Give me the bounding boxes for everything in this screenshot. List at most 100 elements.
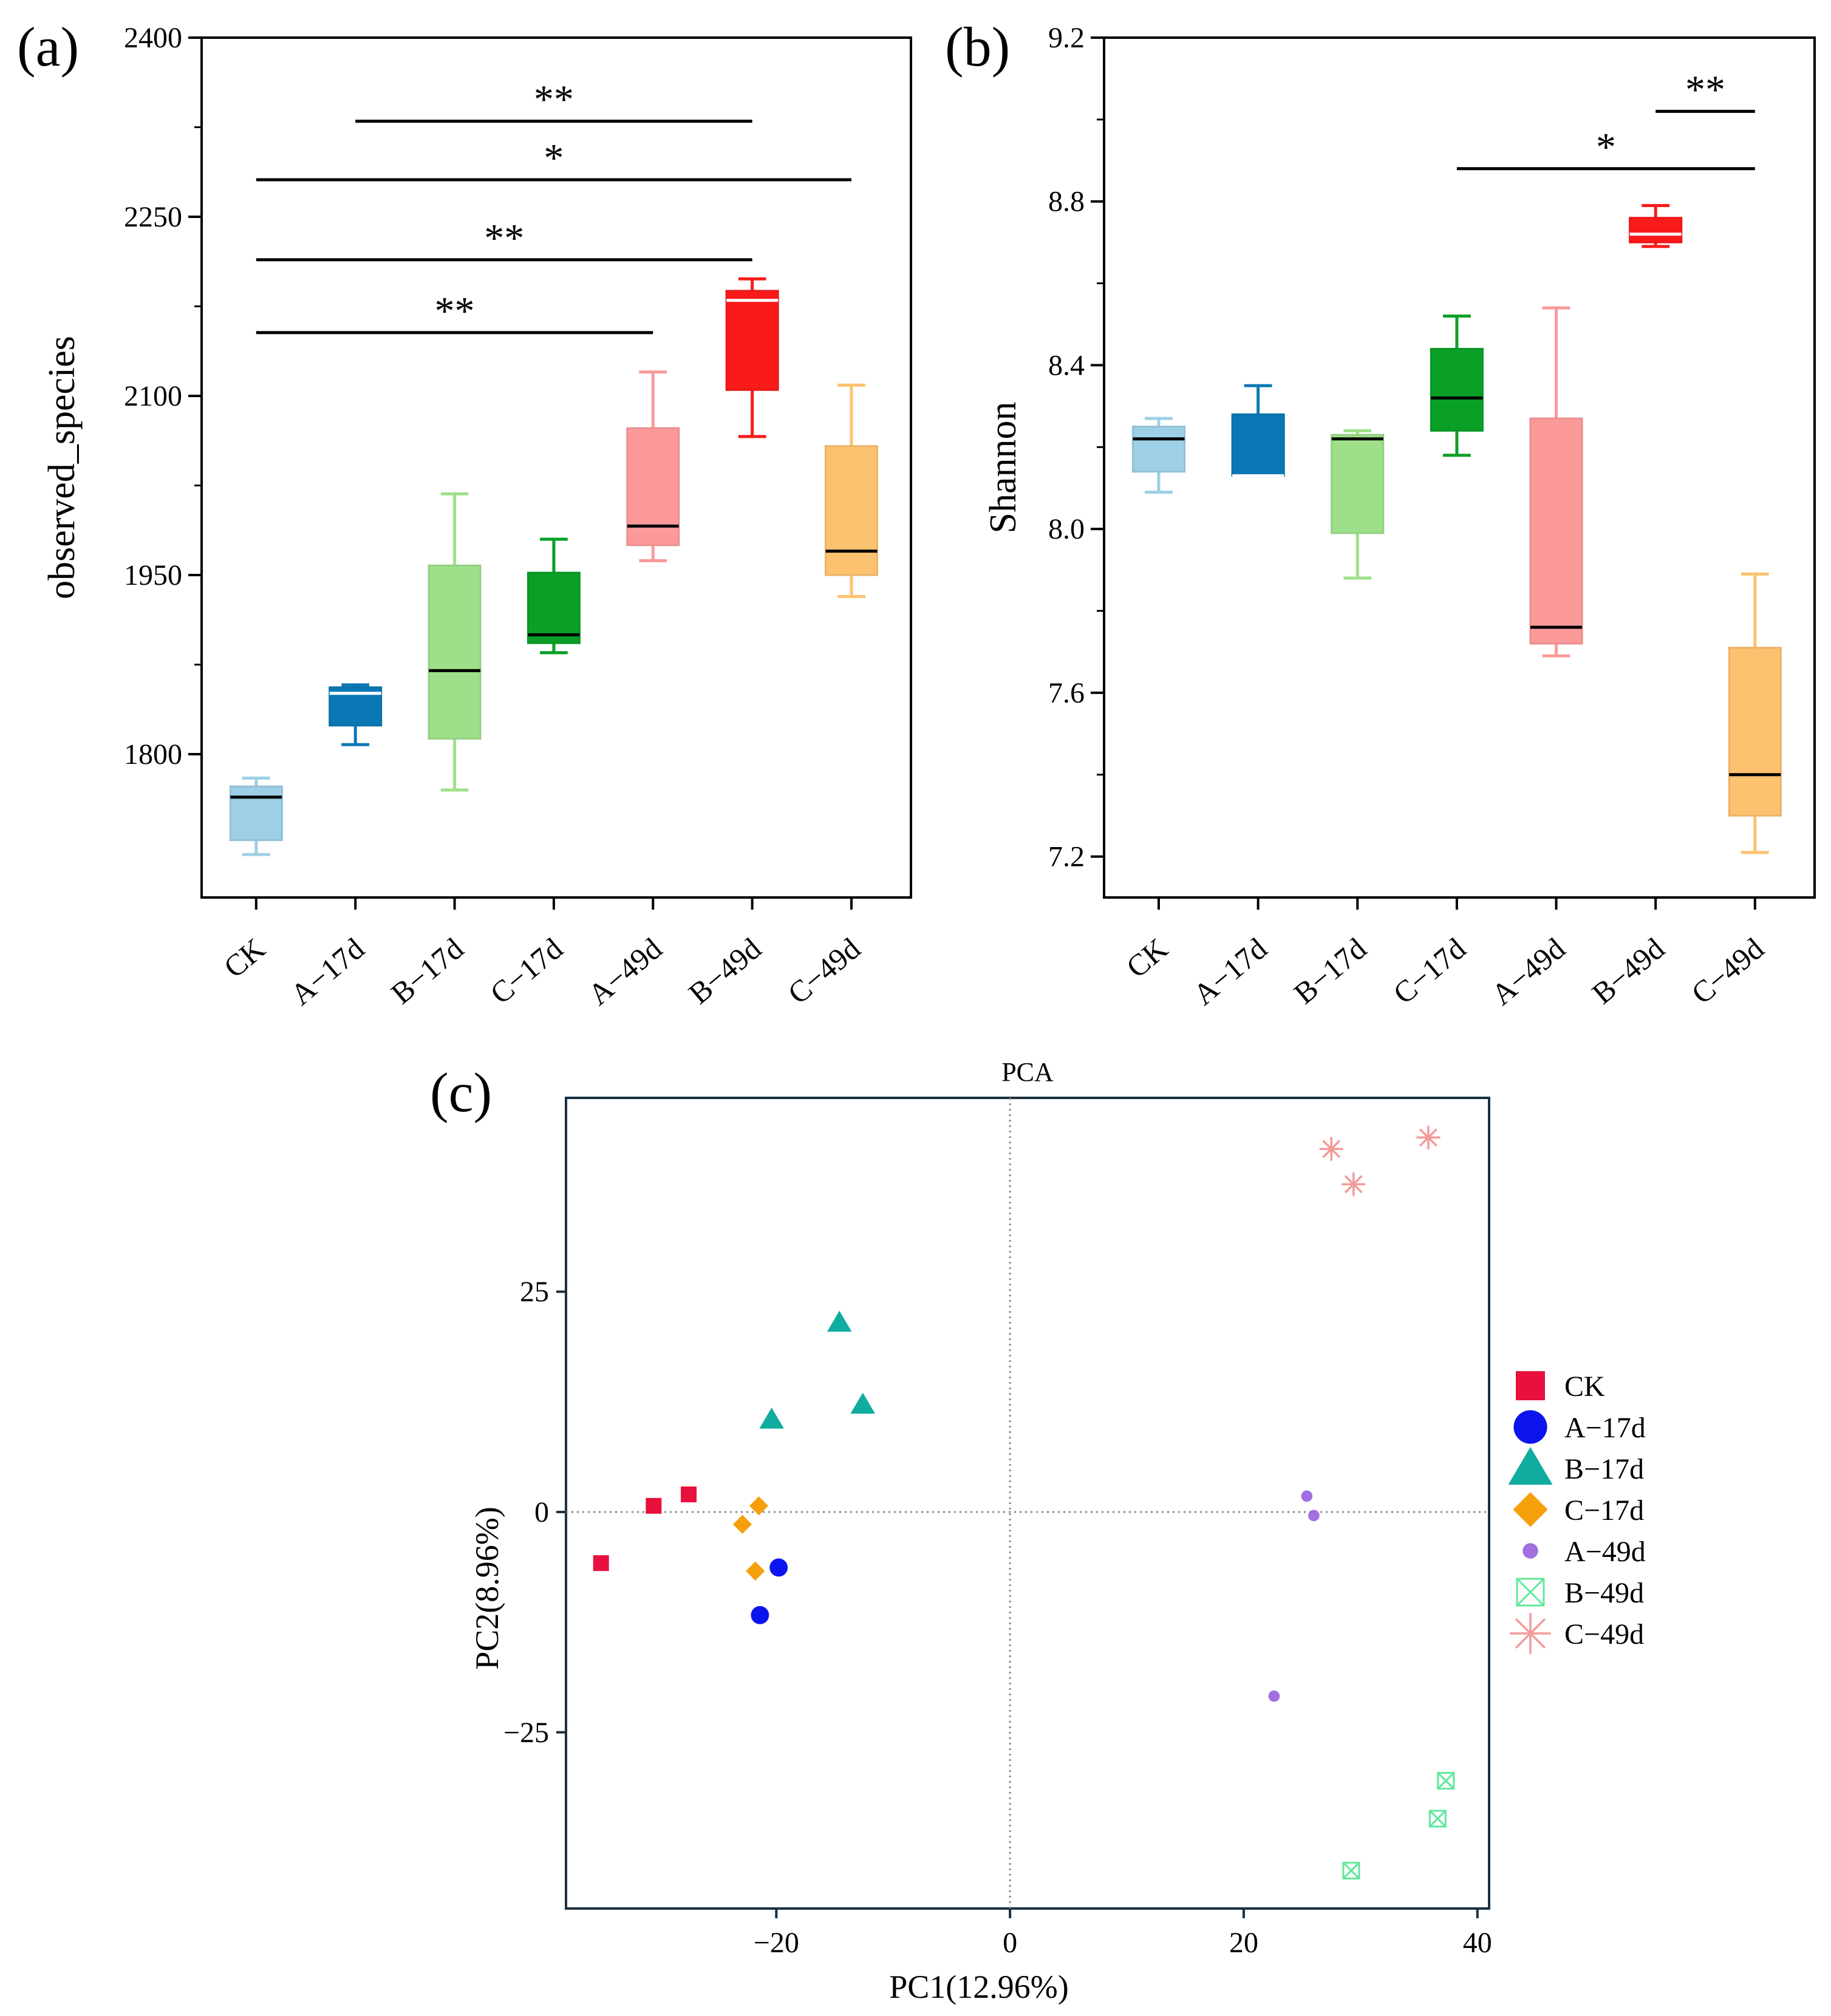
box-iqr [1331,434,1385,534]
legend-marker [1510,1613,1551,1654]
category-label: C−49d [781,931,867,1011]
legend-marker [1516,1371,1545,1400]
panel-label: (c) [430,1061,492,1123]
series-3 [732,1496,769,1581]
data-point [1428,1810,1447,1828]
box-3 [1430,315,1484,457]
category-label: C−17d [1386,931,1472,1011]
box-0 [229,776,283,856]
significance-label: ** [1685,67,1725,112]
data-point [1416,1125,1441,1149]
data-point [827,1310,852,1332]
series-2 [759,1310,875,1429]
box-iqr [1728,647,1782,817]
y-axis-title: Shannon [983,402,1024,534]
data-point [759,1408,784,1429]
data-point [593,1555,609,1572]
category-label: CK [1120,931,1174,985]
marker-cross-b [1429,1810,1447,1828]
legend-marker [1508,1446,1553,1485]
legend-marker [1516,1578,1545,1607]
data-point [1268,1690,1280,1702]
data-point [732,1514,752,1534]
y-tick-label: 7.6 [1048,677,1085,709]
series-1 [751,1558,788,1624]
y-tick-label: 8.4 [1048,349,1085,381]
y-tick-label: 8.8 [1048,186,1085,218]
y-tick-label: 7.2 [1048,841,1085,873]
significance-label: ** [435,289,475,333]
panel-b-boxplot: 7.2 7.6 8.0 8.4 8.8 9.2 (b) Shannon CK A−17d B−17d… [945,16,1816,1012]
panel-b-plot-frame [1103,36,1816,899]
x-tick-label: 20 [1229,1927,1258,1959]
x-tick-label: 0 [1003,1927,1017,1959]
panel-a-plot-frame [200,36,912,899]
series-4 [1268,1490,1320,1702]
marker-box [1437,1772,1455,1790]
y-tick-label: 2400 [124,22,182,54]
panel-a-boxplot: 1800 1950 2100 2250 2400 (a) observed_species C… [17,16,912,1012]
category-label: B−17d [1287,931,1373,1011]
marker-stroke [1322,1140,1341,1159]
category-label: A−49d [582,931,669,1012]
category-label: C−49d [1685,931,1770,1011]
box-5 [725,277,779,438]
box-2 [428,492,482,792]
data-point [1342,1862,1360,1880]
data-point [1308,1510,1320,1522]
pca-title: PCA [1001,1057,1054,1087]
data-point [1342,1172,1366,1196]
legend-marker [1513,1492,1548,1527]
y-tick-label: 8.0 [1048,513,1085,545]
panel-c-pca-scatter: (c) PCA −20 0 20 40 −25 0 25 PC1(12.96%) PC2(8.96%… [430,1057,1646,2005]
box-iqr [428,564,482,740]
marker-box [1342,1862,1360,1880]
box-2 [1331,429,1385,580]
pca-plot-frame [565,1097,1490,1910]
category-label: C−17d [483,931,569,1011]
category-label: B−49d [1586,931,1671,1011]
box-4 [626,370,680,562]
legend-label: CK [1564,1371,1605,1403]
marker-stroke [1344,1175,1363,1194]
marker-box [1516,1578,1545,1607]
legend-label: A−49d [1564,1536,1646,1568]
y-tick-label: 2250 [124,201,182,233]
data-point [1437,1772,1455,1790]
box-iqr [1629,217,1683,243]
data-point [681,1486,697,1502]
marker-stroke [1419,1128,1437,1147]
box-iqr [1430,347,1484,432]
category-label: B−17d [384,931,470,1011]
legend-label: C−17d [1564,1494,1644,1527]
y-tick-label: 2100 [124,380,182,412]
marker-cross-b [1516,1578,1545,1607]
box-0 [1131,417,1186,494]
box-iqr [527,571,581,644]
category-label: A−17d [284,931,371,1012]
legend-label: C−49d [1564,1618,1644,1650]
legend-marker [1522,1543,1538,1559]
box-1 [1231,384,1285,477]
legend-marker [1513,1410,1547,1444]
category-label: CK [217,931,271,985]
box-iqr [725,290,779,391]
box-iqr [626,427,680,547]
x-axis-title: PC1(12.96%) [889,1969,1069,2005]
data-point [646,1497,662,1514]
y-tick-label: 1800 [124,738,182,771]
marker-cross-b [1437,1772,1454,1790]
box-1 [329,683,383,746]
data-point [769,1558,788,1577]
y-tick-label: 0 [534,1496,549,1528]
y-tick-label: 1950 [124,559,182,591]
y-axis-title: observed_species [41,336,83,599]
box-3 [527,537,581,655]
box-iqr [1131,426,1186,473]
marker-box [1428,1810,1447,1828]
box-iqr [1231,413,1285,477]
series-0 [593,1486,697,1572]
y-tick-label: −25 [503,1717,549,1749]
box-6 [1728,572,1782,854]
